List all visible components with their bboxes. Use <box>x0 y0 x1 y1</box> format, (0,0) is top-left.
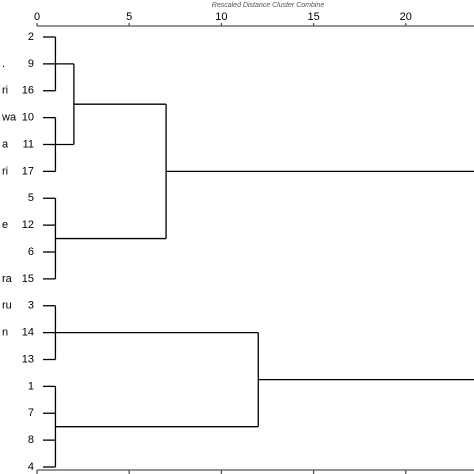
leaf-name: ri <box>2 85 8 97</box>
leaf-name: n <box>2 327 8 339</box>
leaf-name: wa <box>1 112 17 124</box>
leaf-label: 3 <box>28 300 34 312</box>
leaf-label: 1 <box>28 380 34 392</box>
leaf-label: 9 <box>28 58 34 70</box>
leaf-label: 2 <box>28 31 34 43</box>
x-tick-label: 15 <box>307 11 319 23</box>
x-tick-label: 10 <box>215 11 227 23</box>
leaf-label: 12 <box>22 219 34 231</box>
leaf-name: . <box>2 58 5 70</box>
leaf-label: 10 <box>22 112 34 124</box>
leaf-label: 11 <box>23 138 34 150</box>
leaf-label: 8 <box>28 434 34 446</box>
leaf-label: 7 <box>28 407 34 419</box>
leaf-label: 6 <box>28 246 34 258</box>
leaf-name: ri <box>2 165 8 177</box>
leaf-label: 16 <box>22 85 34 97</box>
leaf-name: ra <box>2 273 13 285</box>
x-tick-label: 0 <box>34 11 40 23</box>
leaf-label: 14 <box>22 327 34 339</box>
x-tick-label: 20 <box>400 11 412 23</box>
leaf-name: a <box>2 138 9 150</box>
leaf-label: 5 <box>28 192 34 204</box>
leaf-label: 13 <box>22 353 34 365</box>
leaf-label: 4 <box>28 461 34 473</box>
x-tick-label: 5 <box>126 11 132 23</box>
leaf-label: 15 <box>22 273 34 285</box>
chart-title: Rescaled Distance Cluster Combine <box>212 2 325 9</box>
leaf-label: 17 <box>22 165 34 177</box>
leaf-name: ru <box>2 300 12 312</box>
leaf-name: e <box>2 219 8 231</box>
